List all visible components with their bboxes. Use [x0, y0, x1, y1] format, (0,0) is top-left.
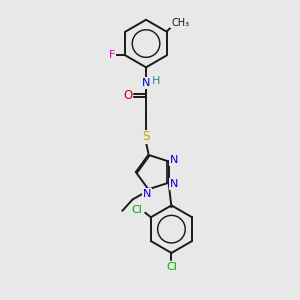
Text: Cl: Cl — [132, 206, 143, 215]
Text: N: N — [170, 179, 178, 189]
Text: N: N — [142, 78, 150, 88]
Text: N: N — [143, 189, 152, 199]
Text: Cl: Cl — [166, 262, 177, 272]
Text: H: H — [152, 76, 160, 86]
Text: S: S — [142, 130, 150, 143]
Text: CH₃: CH₃ — [171, 18, 189, 28]
Text: O: O — [123, 89, 133, 102]
Text: F: F — [109, 50, 115, 60]
Text: N: N — [170, 155, 178, 165]
